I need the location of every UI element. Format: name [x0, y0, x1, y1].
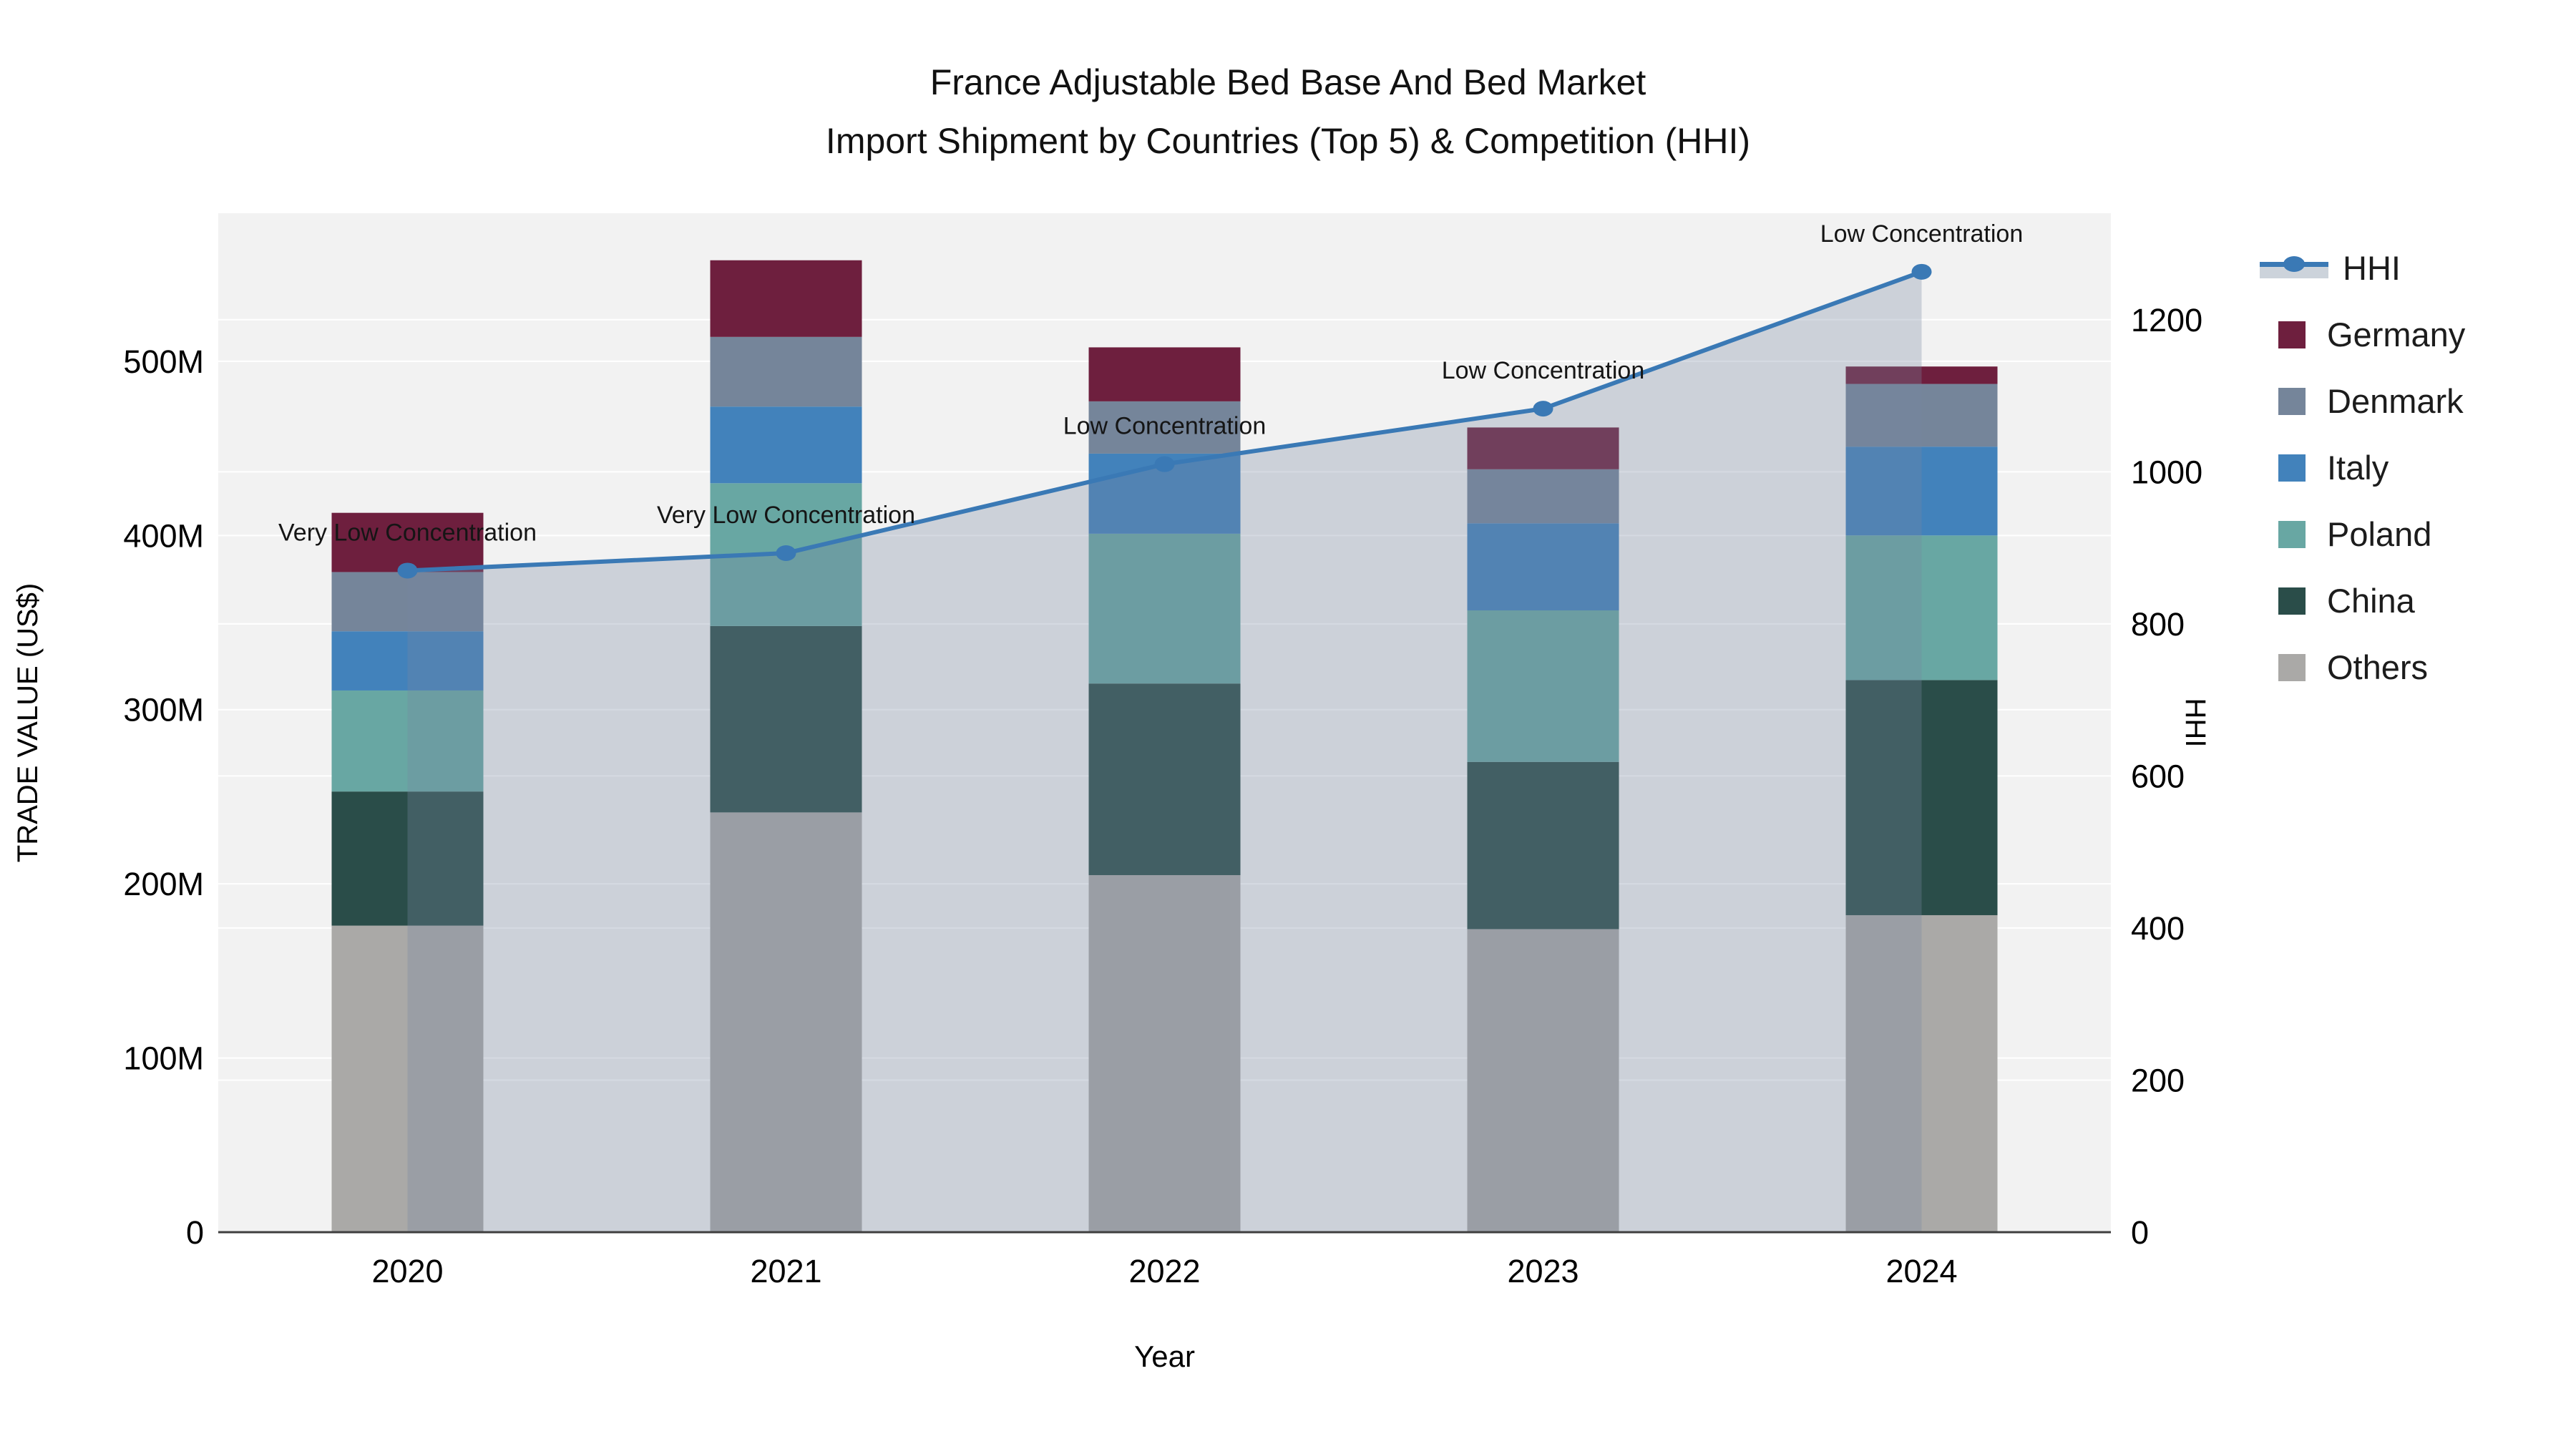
left-axis-title: TRADE VALUE (US$) [12, 583, 44, 862]
legend-label-denmark: Denmark [2327, 382, 2464, 420]
x-axis-title: Year [1134, 1340, 1195, 1373]
legend-swatch-poland [2278, 520, 2306, 548]
bar-segment-denmark-2020 [331, 572, 484, 632]
legend-item-poland[interactable]: Poland [2260, 501, 2575, 567]
bar-segment-poland-2023 [1467, 610, 1619, 762]
legend-label-others: Others [2327, 648, 2429, 686]
bar-segment-others-2024 [1845, 914, 1998, 1232]
chart-title-line2: Import Shipment by Countries (Top 5) & C… [825, 121, 1751, 161]
x-tick-2021: 2021 [750, 1253, 821, 1289]
legend-item-germany[interactable]: Germany [2260, 301, 2575, 368]
bar-segment-poland-2022 [1088, 533, 1241, 684]
bar-segment-germany-2020 [331, 512, 484, 572]
left-tick-0: 0 [186, 1214, 204, 1251]
hhi-marker-2021 [776, 545, 796, 562]
legend-label-china: China [2327, 582, 2415, 620]
bar-segment-china-2022 [1088, 683, 1241, 875]
hhi-marker-2020 [397, 562, 418, 579]
left-tick-100M: 100M [123, 1040, 204, 1077]
right-tick-400: 400 [2131, 910, 2185, 947]
bar-segment-italy-2020 [331, 631, 484, 691]
bar-segment-germany-2023 [1467, 427, 1619, 469]
annotation-2023: Low Concentration [1442, 357, 1645, 384]
hhi-line-legend-icon [2260, 255, 2328, 282]
right-tick-1000: 1000 [2131, 454, 2202, 490]
bar-segment-denmark-2023 [1467, 469, 1619, 524]
legend-item-others[interactable]: Others [2260, 634, 2575, 701]
bar-segment-china-2024 [1845, 680, 1998, 915]
left-tick-500M: 500M [123, 343, 204, 380]
bar-segment-denmark-2021 [710, 336, 862, 407]
right-tick-1200: 1200 [2131, 302, 2202, 338]
right-tick-0: 0 [2131, 1214, 2149, 1251]
bar-segment-china-2023 [1467, 761, 1619, 930]
stacked-bars [331, 260, 1998, 1232]
hhi-area-fill [407, 271, 1922, 1232]
left-tick-200M: 200M [123, 866, 204, 902]
bar-segment-poland-2020 [331, 690, 484, 792]
bar-segment-denmark-2024 [1845, 384, 1998, 447]
bar-segment-italy-2021 [710, 406, 862, 484]
x-tick-2023: 2023 [1507, 1253, 1579, 1289]
bar-segment-germany-2021 [710, 260, 862, 337]
legend-swatch-germany [2278, 321, 2306, 348]
legend-swatch-china [2278, 587, 2306, 615]
x-tick-2024: 2024 [1885, 1253, 1957, 1289]
bar-segment-poland-2024 [1845, 535, 1998, 680]
right-tick-600: 600 [2131, 758, 2185, 794]
legend: HHI Germany Denmark Italy Poland China Others [2260, 235, 2575, 701]
annotation-2020: Very Low Concentration [278, 519, 537, 546]
bar-segment-italy-2024 [1845, 447, 1998, 536]
hhi-marker-2022 [1154, 456, 1175, 472]
legend-item-hhi[interactable]: HHI [2260, 235, 2575, 301]
bar-segment-others-2023 [1467, 929, 1619, 1232]
right-tick-800: 800 [2131, 606, 2185, 643]
legend-swatch-denmark [2278, 387, 2306, 415]
hhi-marker-2023 [1533, 401, 1553, 417]
legend-item-china[interactable]: China [2260, 567, 2575, 634]
x-tick-2020: 2020 [371, 1253, 443, 1289]
legend-swatch-italy [2278, 454, 2306, 482]
legend-item-italy[interactable]: Italy [2260, 434, 2575, 501]
bar-segment-china-2021 [710, 625, 862, 813]
bar-segment-denmark-2022 [1088, 401, 1241, 454]
right-tick-200: 200 [2131, 1062, 2185, 1098]
legend-item-denmark[interactable]: Denmark [2260, 368, 2575, 434]
bar-segment-others-2021 [710, 812, 862, 1232]
bar-segment-italy-2023 [1467, 523, 1619, 610]
annotation-2022: Low Concentration [1063, 413, 1267, 440]
legend-label-hhi: HHI [2343, 249, 2401, 287]
bar-segment-others-2022 [1088, 874, 1241, 1232]
annotation-2024: Low Concentration [1820, 220, 2024, 248]
legend-label-germany: Germany [2327, 316, 2466, 353]
legend-swatch-others [2278, 653, 2306, 681]
hhi-area-swatch [2260, 266, 2328, 278]
legend-label-italy: Italy [2327, 449, 2389, 487]
bar-segment-china-2020 [331, 791, 484, 926]
chart-title-line1: France Adjustable Bed Base And Bed Marke… [930, 62, 1646, 102]
hhi-marker-swatch [2283, 255, 2305, 272]
bar-segment-germany-2022 [1088, 347, 1241, 401]
bar-segment-others-2020 [331, 925, 484, 1232]
legend-label-poland: Poland [2327, 515, 2432, 553]
left-tick-300M: 300M [123, 692, 204, 728]
hhi-marker-2024 [1911, 263, 1932, 280]
bar-segment-germany-2024 [1845, 366, 1998, 384]
x-tick-2022: 2022 [1128, 1253, 1200, 1289]
chart-title: France Adjustable Bed Base And Bed Marke… [0, 53, 2576, 170]
right-axis-title: HHI [2180, 698, 2211, 748]
annotation-2021: Very Low Concentration [657, 502, 915, 529]
left-tick-400M: 400M [123, 517, 204, 554]
